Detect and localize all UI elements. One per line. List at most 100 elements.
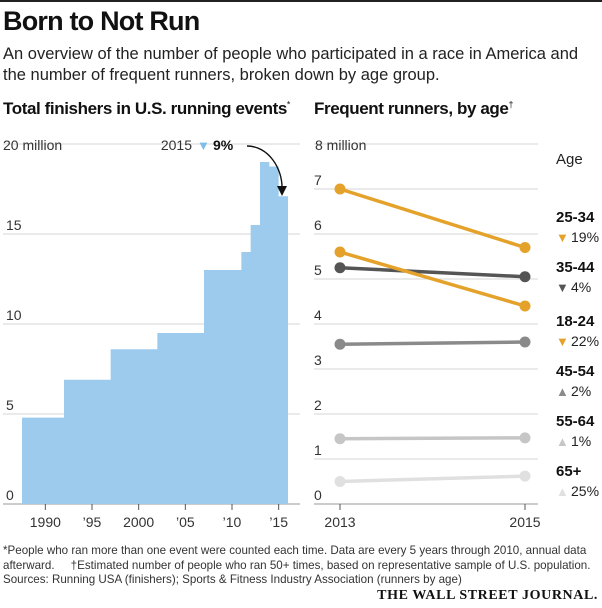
finishers-y-tick: 10 xyxy=(6,307,22,323)
runners-y-tick: 3 xyxy=(314,352,322,368)
right-chart-title-mark: † xyxy=(508,99,514,110)
down-arrow-icon: ▼ xyxy=(556,230,569,245)
runners-y-tick: 1 xyxy=(314,442,322,458)
top-rule xyxy=(0,0,602,2)
footnote-1: *People who ran more than one event were… xyxy=(3,544,601,559)
legend-change: 19% xyxy=(571,229,599,245)
legend-change: 22% xyxy=(571,333,599,349)
down-arrow-icon: ▼ xyxy=(556,334,569,349)
finishers-y-tick: 5 xyxy=(6,397,14,413)
legend-change: 2% xyxy=(571,383,591,399)
series-line xyxy=(339,340,526,346)
finishers-y-tick: 0 xyxy=(6,487,14,503)
runners-y-tick: 7 xyxy=(314,172,322,188)
legend-item-65+: 65+ ▲ 25% xyxy=(556,463,599,499)
legend-title: Age xyxy=(556,151,583,168)
legend-item-35-44: 35-44 ▼ 4% xyxy=(556,259,595,295)
runners-y-tick: 4 xyxy=(314,307,322,323)
finishers-x-tick: 1990 xyxy=(30,514,61,530)
series-35-44 xyxy=(334,262,531,283)
footnote-1-continued: afterward. †Estimated number of people w… xyxy=(3,559,601,574)
series-point xyxy=(519,271,531,283)
runners-x-tick: 2015 xyxy=(509,514,540,530)
runners-y-tick: 5 xyxy=(314,262,322,278)
runners-x-tick-labels: 2013 2015 xyxy=(324,504,541,530)
finishers-y-tick: 15 xyxy=(6,217,22,233)
runners-legend: 25-34▼ 19%35-44▼ 4%18-24▼ 22%45-54▲ 2%55-64▲… xyxy=(556,209,599,499)
down-arrow-icon: ▼ xyxy=(556,280,569,295)
series-point xyxy=(334,338,346,350)
legend-item-55-64: 55-64 ▲ 1% xyxy=(556,413,595,449)
series-45-54 xyxy=(334,336,531,350)
runners-x-tick: 2013 xyxy=(324,514,355,530)
series-point xyxy=(334,246,346,258)
left-chart-title-mark: * xyxy=(286,99,291,110)
runners-y-tick: 2 xyxy=(314,397,322,413)
runners-y-tick: 0 xyxy=(314,487,322,503)
annotation-arrowhead-icon xyxy=(277,186,287,196)
footnote-2-text: Estimated number of people who ran 50+ t… xyxy=(77,558,591,572)
finishers-x-tick: 2000 xyxy=(123,514,154,530)
series-line xyxy=(339,266,526,279)
series-65+ xyxy=(334,470,531,487)
series-point xyxy=(334,433,346,445)
legend-label: 45-54 xyxy=(556,363,595,380)
series-18-24 xyxy=(334,246,531,312)
wsj-credit: THE WALL STREET JOURNAL. xyxy=(377,588,598,603)
legend-label: 55-64 xyxy=(556,413,595,430)
finishers-x-tick: ’05 xyxy=(176,514,195,530)
up-arrow-icon: ▲ xyxy=(556,484,569,499)
runners-y-tick: 6 xyxy=(314,217,322,233)
annotation-year: 2015 xyxy=(161,137,192,153)
runners-series-lines xyxy=(334,183,531,487)
footnote-1-continued-text: afterward. xyxy=(3,558,55,572)
finishers-step-chart: 0 5 10 15 1990 ’95 2000 ’05 ’10 ’15 20 million 2… xyxy=(3,137,300,530)
footnote-2-mark: † xyxy=(70,558,78,572)
finishers-y-tick-labels: 0 5 10 15 xyxy=(6,217,22,503)
runners-y-tick-labels: 0 1 2 3 4 5 6 7 xyxy=(314,172,322,503)
annotation-down-arrow-icon: ▼ xyxy=(197,138,210,153)
legend-change: 25% xyxy=(571,483,599,499)
series-line xyxy=(339,187,526,250)
finishers-x-tick: ’95 xyxy=(83,514,102,530)
series-25-34 xyxy=(334,183,531,253)
finishers-area xyxy=(22,162,288,504)
page-title: Born to Not Run xyxy=(3,6,200,36)
annotation-curved-arrow-icon xyxy=(246,145,283,191)
sources-line: Sources: Running USA (finishers); Sports… xyxy=(3,573,462,586)
annotation-change: 9% xyxy=(213,137,234,153)
series-line xyxy=(339,250,526,308)
finishers-y-axis-label: 20 million xyxy=(3,137,62,153)
finishers-x-tick: ’10 xyxy=(223,514,242,530)
left-chart-title: Total finishers in U.S. running events* xyxy=(3,99,290,119)
right-chart-title-text: Frequent runners, by age xyxy=(314,99,509,118)
page-subtitle: An overview of the number of people who … xyxy=(3,45,579,84)
series-point xyxy=(334,476,346,487)
footnote-1-mark: * xyxy=(3,544,8,557)
finishers-x-tick: ’15 xyxy=(269,514,288,530)
legend-change: 1% xyxy=(571,433,591,449)
legend-item-18-24: 18-24 ▼ 22% xyxy=(556,313,599,349)
footnote-1-text: People who ran more than one event were … xyxy=(7,544,587,557)
series-line xyxy=(339,474,526,484)
legend-label: 18-24 xyxy=(556,313,595,330)
runners-gridlines xyxy=(314,143,538,505)
series-point xyxy=(519,242,531,253)
series-point xyxy=(519,470,531,482)
left-chart-title-text: Total finishers in U.S. running events xyxy=(3,99,287,118)
runners-y-axis-label: 8 million xyxy=(315,137,366,153)
series-point xyxy=(519,300,531,312)
series-55-64 xyxy=(334,432,531,445)
series-point xyxy=(519,336,531,348)
legend-item-45-54: 45-54 ▲ 2% xyxy=(556,363,595,399)
finishers-x-tick-labels: 1990 ’95 2000 ’05 ’10 ’15 xyxy=(30,504,288,530)
right-chart-title: Frequent runners, by age† xyxy=(314,99,513,119)
series-point xyxy=(519,432,531,444)
legend-label: 35-44 xyxy=(556,259,595,276)
legend-label: 25-34 xyxy=(556,209,595,226)
legend-label: 65+ xyxy=(556,463,582,480)
up-arrow-icon: ▲ xyxy=(556,384,569,399)
legend-change: 4% xyxy=(571,279,591,295)
up-arrow-icon: ▲ xyxy=(556,434,569,449)
